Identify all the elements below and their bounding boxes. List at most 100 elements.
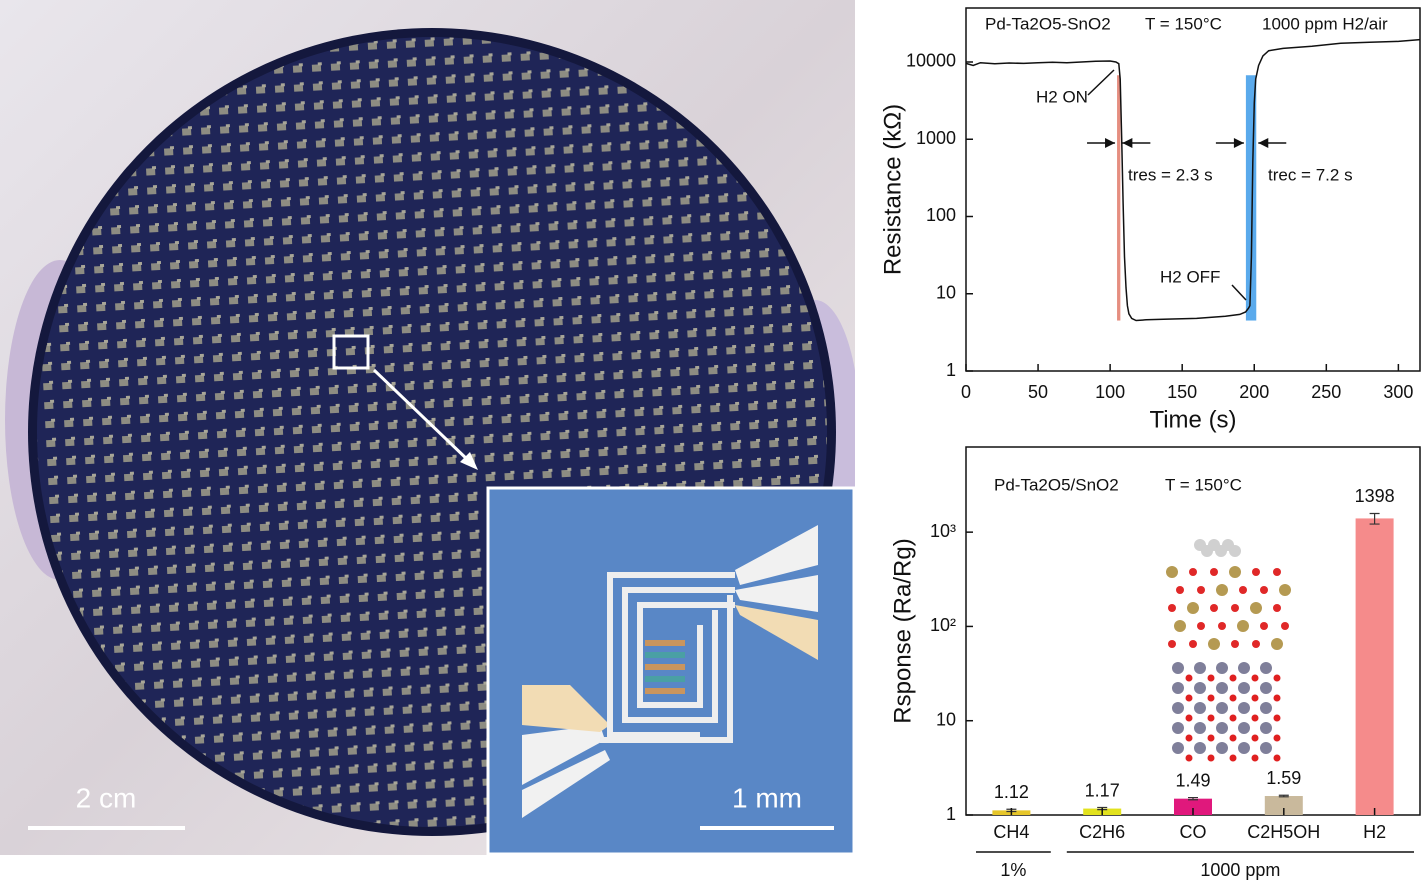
- molecule-atom: [1216, 584, 1228, 596]
- molecule-atom: [1231, 604, 1239, 612]
- arrow-head: [1258, 138, 1269, 148]
- photo: 2 cm 1 mm: [0, 0, 855, 855]
- molecule-atom: [1166, 566, 1178, 578]
- molecule-atom: [1260, 662, 1272, 674]
- molecule-atom: [1185, 674, 1193, 682]
- molecule-atom: [1273, 714, 1281, 722]
- bar: [1174, 798, 1212, 815]
- molecule-atom: [1273, 694, 1281, 702]
- molecule-atom: [1273, 734, 1281, 742]
- molecule-atom: [1172, 662, 1184, 674]
- molecule-atom: [1260, 586, 1268, 594]
- molecule-atom: [1252, 640, 1260, 648]
- molecule-atom: [1216, 682, 1228, 694]
- molecule-atom: [1239, 586, 1247, 594]
- molecule-atom: [1229, 566, 1241, 578]
- x-tick-label: 150: [1167, 382, 1197, 402]
- molecule-atom: [1194, 682, 1206, 694]
- annotation: trec = 7.2 s: [1268, 165, 1353, 184]
- molecule-atom: [1194, 702, 1206, 714]
- annotation: T = 150°C: [1145, 14, 1222, 33]
- molecule-atom: [1172, 742, 1184, 754]
- molecule-atom: [1281, 622, 1289, 630]
- molecule-atom: [1260, 742, 1272, 754]
- value-label: 1.59: [1266, 768, 1301, 788]
- molecule-atom: [1229, 545, 1241, 557]
- molecule-atom: [1168, 604, 1176, 612]
- time-band: [1117, 75, 1121, 321]
- molecule-atom: [1260, 682, 1272, 694]
- molecule-atom: [1189, 640, 1197, 648]
- annotation: T = 150°C: [1165, 475, 1242, 494]
- molecule-atom: [1185, 734, 1193, 742]
- x-tick-label: 0: [961, 382, 971, 402]
- molecule-atom: [1172, 702, 1184, 714]
- x-tick-label: 200: [1239, 382, 1269, 402]
- molecule-atom: [1229, 734, 1237, 742]
- y-tick-label: 10³: [930, 521, 956, 541]
- group-label: 1%: [1000, 860, 1026, 880]
- molecule-atom: [1271, 638, 1283, 650]
- molecule-atom: [1229, 674, 1237, 682]
- x-tick-label: 50: [1028, 382, 1048, 402]
- y-tick-label: 10: [936, 709, 956, 729]
- molecule-atom: [1207, 714, 1215, 722]
- molecule-atom: [1176, 586, 1184, 594]
- molecule-atom: [1194, 742, 1206, 754]
- value-label: 1.49: [1175, 770, 1210, 790]
- plot-frame: [965, 7, 1421, 372]
- x-axis-title: Time (s): [1149, 406, 1236, 433]
- molecule-atom: [1216, 662, 1228, 674]
- annotation: Pd-Ta2O5/SnO2: [994, 475, 1119, 494]
- molecule-atom: [1229, 714, 1237, 722]
- molecule-atom: [1189, 568, 1197, 576]
- molecule-atom: [1238, 722, 1250, 734]
- molecule-atom: [1172, 722, 1184, 734]
- molecule-atom: [1251, 674, 1259, 682]
- molecule-atom: [1273, 568, 1281, 576]
- time-band: [1245, 75, 1257, 321]
- molecule-atom: [1185, 754, 1193, 762]
- arrow-head: [1122, 138, 1133, 148]
- molecule-atom: [1210, 604, 1218, 612]
- molecule-atom: [1187, 602, 1199, 614]
- molecule-atom: [1216, 722, 1228, 734]
- annotation: H2 ON: [1036, 87, 1088, 106]
- molecule-atom: [1273, 604, 1281, 612]
- x-tick-label: CH4: [993, 822, 1029, 842]
- group-label: 1000 ppm: [1200, 860, 1280, 880]
- x-tick-label: 100: [1095, 382, 1125, 402]
- plot-frame: [965, 446, 1421, 816]
- x-tick-label: 250: [1311, 382, 1341, 402]
- x-tick-label: CO: [1180, 822, 1207, 842]
- molecule-atom: [1251, 694, 1259, 702]
- molecule-atom: [1238, 742, 1250, 754]
- molecule-atom: [1250, 602, 1262, 614]
- molecule-atom: [1207, 734, 1215, 742]
- error-bar: [1369, 512, 1380, 525]
- molecule-atom: [1251, 754, 1259, 762]
- molecule-atom: [1273, 754, 1281, 762]
- molecule-atom: [1252, 568, 1260, 576]
- y-tick-label: 100: [926, 205, 956, 225]
- y-tick-label: 10000: [906, 51, 956, 71]
- molecule-atom: [1231, 640, 1239, 648]
- molecule-atom: [1216, 702, 1228, 714]
- molecule-atom: [1185, 714, 1193, 722]
- molecule-atom: [1197, 622, 1205, 630]
- y-tick-label: 1: [946, 804, 956, 824]
- y-axis-title: Rsponse (Ra/Rg): [889, 538, 916, 723]
- y-tick-label: 10²: [930, 615, 956, 635]
- molecule-atom: [1208, 638, 1220, 650]
- molecule-atom: [1174, 620, 1186, 632]
- molecule-atom: [1238, 682, 1250, 694]
- y-axis-title: Resistance (kΩ): [879, 104, 906, 275]
- molecule-atom: [1237, 620, 1249, 632]
- error-bar: [1188, 796, 1198, 801]
- molecule-atom: [1210, 568, 1218, 576]
- annotation: Pd-Ta2O5-SnO2: [985, 14, 1111, 33]
- value-label: 1.17: [1085, 780, 1120, 800]
- scale-bar-label: 1 mm: [732, 782, 802, 813]
- pointer: [1087, 69, 1115, 96]
